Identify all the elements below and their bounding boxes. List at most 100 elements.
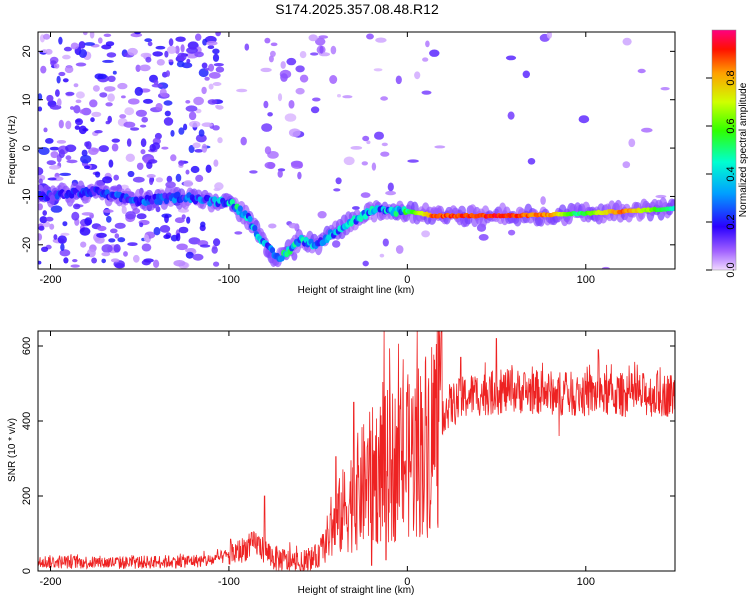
noise-blob <box>70 42 79 50</box>
noise-blob <box>111 143 119 152</box>
noise-blob <box>110 258 120 263</box>
noise-blob <box>38 203 43 211</box>
snr-x-axis-title: Height of straight line (km) <box>298 585 415 596</box>
noise-blob <box>366 33 374 40</box>
noise-blob <box>92 85 100 92</box>
noise-blob <box>38 225 45 231</box>
noise-blob <box>270 42 278 47</box>
noise-blob <box>141 259 151 266</box>
noise-blob <box>152 51 163 57</box>
noise-blob <box>185 105 198 112</box>
noise-blob <box>65 120 72 130</box>
noise-blob <box>200 221 206 228</box>
noise-blob <box>297 171 302 180</box>
noise-blob <box>96 232 107 238</box>
noise-blob <box>374 131 384 140</box>
noise-blob <box>234 231 243 235</box>
noise-blob <box>288 128 301 137</box>
noise-blob <box>98 145 109 153</box>
noise-blob <box>43 33 51 40</box>
noise-blob <box>267 112 273 117</box>
noise-blob <box>134 86 143 96</box>
noise-blob <box>505 55 517 61</box>
noise-blob <box>94 130 103 134</box>
noise-blob <box>40 65 47 74</box>
noise-blob <box>153 79 159 85</box>
noise-blob <box>112 70 117 75</box>
noise-blob <box>264 146 272 155</box>
noise-blob <box>249 170 258 174</box>
noise-blob <box>213 62 224 67</box>
noise-blob <box>91 111 102 117</box>
noise-blob <box>202 38 208 46</box>
noise-blob <box>205 164 212 173</box>
noise-blob <box>361 161 368 166</box>
noise-blob <box>91 257 97 264</box>
noise-blob <box>38 106 43 112</box>
noise-blob <box>53 234 58 240</box>
noise-blob <box>188 145 195 153</box>
noise-blob <box>108 238 116 243</box>
noise-blob <box>165 70 170 77</box>
noise-blob <box>50 151 59 159</box>
noise-blob <box>194 51 204 58</box>
noise-blob <box>141 116 148 123</box>
noise-blob <box>507 111 515 120</box>
noise-blob <box>330 45 337 55</box>
noise-blob <box>350 146 363 150</box>
noise-blob <box>42 49 47 53</box>
noise-blob <box>111 138 121 143</box>
noise-blob <box>546 32 552 39</box>
noise-blob <box>295 87 305 95</box>
colorbar-tick-label: 0.2 <box>725 214 737 229</box>
noise-blob <box>215 104 220 109</box>
noise-blob <box>58 36 63 45</box>
noise-blob <box>74 125 80 130</box>
noise-blob <box>382 238 389 247</box>
noise-blob <box>201 122 213 127</box>
noise-blob <box>204 76 210 81</box>
noise-blob <box>425 40 430 48</box>
noise-blob <box>335 177 342 185</box>
noise-blob <box>185 169 190 175</box>
noise-blob <box>121 206 127 214</box>
noise-blob <box>62 78 69 83</box>
noise-blob <box>199 244 211 248</box>
noise-blob <box>288 222 298 229</box>
noise-blob <box>38 178 43 185</box>
noise-blob <box>104 86 116 92</box>
noise-blob <box>107 75 116 83</box>
noise-blob <box>153 259 160 268</box>
noise-blob <box>140 52 152 58</box>
noise-blob <box>195 33 202 41</box>
noise-blob <box>105 120 111 125</box>
noise-blob <box>395 245 404 254</box>
noise-blob <box>65 91 75 96</box>
noise-blob <box>65 155 72 161</box>
noise-blob <box>117 82 128 90</box>
noise-blob <box>136 162 144 170</box>
x-tick-label: -100 <box>218 274 240 286</box>
noise-blob <box>185 100 191 104</box>
noise-blob <box>103 33 112 37</box>
colorbar: 0.0 0.2 0.4 0.6 0.8 Normalized spectral ampl… <box>706 29 749 278</box>
noise-blob <box>59 172 72 176</box>
noise-blob <box>337 94 341 98</box>
noise-blob <box>139 222 144 228</box>
noise-blob <box>42 210 47 216</box>
noise-blob <box>176 60 185 68</box>
noise-blob <box>141 243 152 252</box>
noise-blob <box>57 235 67 244</box>
noise-blob <box>151 83 163 88</box>
noise-blob <box>387 182 394 192</box>
noise-blob <box>522 70 530 79</box>
noise-blob <box>261 123 273 132</box>
noise-blob <box>45 48 53 55</box>
noise-blob <box>655 194 667 199</box>
noise-blob <box>176 243 188 251</box>
x-tick-label: -100 <box>218 576 240 588</box>
noise-blob <box>185 251 194 259</box>
noise-blob <box>79 227 91 236</box>
noise-blob <box>268 55 274 63</box>
x-tick-label: -200 <box>39 576 61 588</box>
